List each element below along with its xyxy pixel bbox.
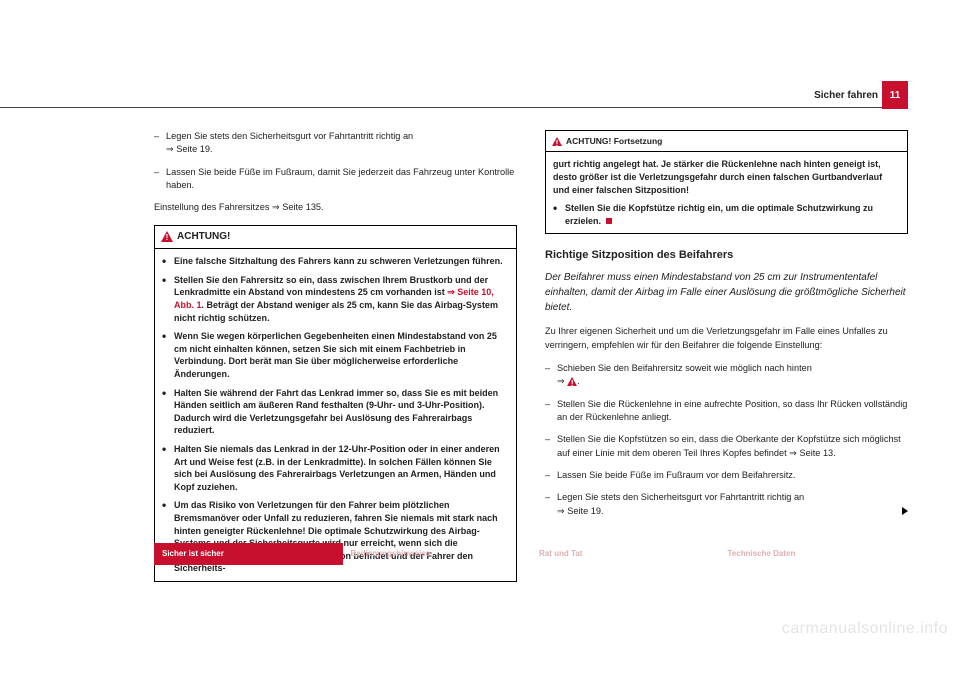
page: Sicher fahren 11 Legen Sie stets den Sic…	[0, 0, 960, 678]
intro-paragraph: Der Beifahrer muss einen Mindestabstand …	[545, 270, 908, 315]
warning-header: ACHTUNG! Fortsetzung	[546, 131, 907, 152]
page-ref: ⇒ Seite 19.	[557, 506, 604, 516]
paragraph: Einstellung des Fahrersitzes ⇒ Seite 135…	[154, 201, 517, 214]
text: gurt richtig angelegt hat. Je stärker di…	[553, 158, 900, 196]
right-column: ACHTUNG! Fortsetzung gurt richtig angele…	[545, 130, 908, 528]
left-column: Legen Sie stets den Sicherheitsgurt vor …	[154, 130, 517, 528]
text: Legen Sie stets den Sicherheitsgurt vor …	[166, 131, 413, 141]
footer-tab-technische[interactable]: Technische Daten	[720, 543, 909, 565]
warning-title: ACHTUNG! Fortsetzung	[566, 135, 662, 147]
footer-tab-bedienung[interactable]: Bedienungshinweise	[343, 543, 532, 565]
list-item: Schieben Sie den Beifahrersitz soweit wi…	[545, 362, 908, 389]
chapter-title: Sicher fahren	[814, 90, 878, 101]
page-ref: ⇒ Seite 19.	[166, 144, 213, 154]
text: Halten Sie während der Fahrt das Lenkrad…	[174, 388, 498, 436]
footer-tabs: Sicher ist sicher Bedienungshinweise Rat…	[154, 543, 908, 565]
bullet-item: Stellen Sie den Fahrersitz so ein, dass …	[162, 274, 509, 324]
bullet-item: Halten Sie während der Fahrt das Lenkrad…	[162, 387, 509, 437]
warning-box-continued: ACHTUNG! Fortsetzung gurt richtig angele…	[545, 130, 908, 234]
text: Wenn Sie wegen körperlichen Gegebenheite…	[174, 331, 497, 379]
text: Lassen Sie beide Füße im Fußraum vor dem…	[557, 470, 795, 480]
warning-body: Eine falsche Sitzhaltung des Fahrers kan…	[155, 249, 516, 581]
text: Eine falsche Sitzhaltung des Fahrers kan…	[174, 256, 503, 266]
list-item: Stellen Sie die Rückenlehne in eine aufr…	[545, 398, 908, 425]
list-item: Stellen Sie die Kopfstützen so ein, dass…	[545, 433, 908, 460]
text: Lassen Sie beide Füße im Fußraum, damit …	[166, 167, 514, 190]
footer-tab-sicher[interactable]: Sicher ist sicher	[154, 543, 343, 565]
warning-header: ACHTUNG!	[155, 226, 516, 250]
list-item: Lassen Sie beide Füße im Fußraum vor dem…	[545, 469, 908, 482]
warning-icon	[552, 137, 562, 146]
text: Stellen Sie die Rückenlehne in eine aufr…	[557, 399, 907, 422]
list-item: Lassen Sie beide Füße im Fußraum, damit …	[154, 166, 517, 193]
list-item: Legen Sie stets den Sicherheitsgurt vor …	[154, 130, 517, 157]
page-header: Sicher fahren 11	[0, 88, 908, 108]
list-item: Legen Sie stets den Sicherheitsgurt vor …	[545, 491, 908, 518]
text: Stellen Sie die Kopfstützen so ein, dass…	[557, 434, 901, 457]
continue-icon	[902, 507, 908, 515]
warning-body: gurt richtig angelegt hat. Je stärker di…	[546, 152, 907, 233]
paragraph: Zu Ihrer eigenen Sicherheit und um die V…	[545, 325, 908, 352]
content-area: Legen Sie stets den Sicherheitsgurt vor …	[154, 130, 908, 528]
bullet-item: Wenn Sie wegen körperlichen Gegebenheite…	[162, 330, 509, 380]
watermark: carmanualsonline.info	[782, 620, 948, 638]
end-marker-icon	[606, 218, 612, 224]
bullet-item: Halten Sie niemals das Lenkrad in der 12…	[162, 443, 509, 493]
text: Halten Sie niemals das Lenkrad in der 12…	[174, 444, 500, 492]
text: ⇒	[557, 376, 567, 386]
text: Einstellung des Fahrersitzes ⇒ Seite 135…	[154, 202, 324, 212]
bullet-item: Stellen Sie die Kopfstütze richtig ein, …	[553, 202, 900, 227]
text: Schieben Sie den Beifahrersitz soweit wi…	[557, 363, 812, 373]
footer-tab-rat[interactable]: Rat und Tat	[531, 543, 720, 565]
warning-icon	[161, 231, 173, 242]
text: Legen Sie stets den Sicherheitsgurt vor …	[557, 492, 804, 502]
warning-icon	[567, 377, 577, 386]
text: . Beträgt der Abstand weniger als 25 cm,…	[174, 300, 498, 323]
section-heading: Richtige Sitzposition des Beifahrers	[545, 248, 908, 264]
bullet-item: Eine falsche Sitzhaltung des Fahrers kan…	[162, 255, 509, 268]
page-number: 11	[882, 81, 908, 109]
warning-title: ACHTUNG!	[177, 230, 230, 245]
warning-box: ACHTUNG! Eine falsche Sitzhaltung des Fa…	[154, 225, 517, 582]
text: Stellen Sie den Fahrersitz so ein, dass …	[174, 275, 488, 298]
